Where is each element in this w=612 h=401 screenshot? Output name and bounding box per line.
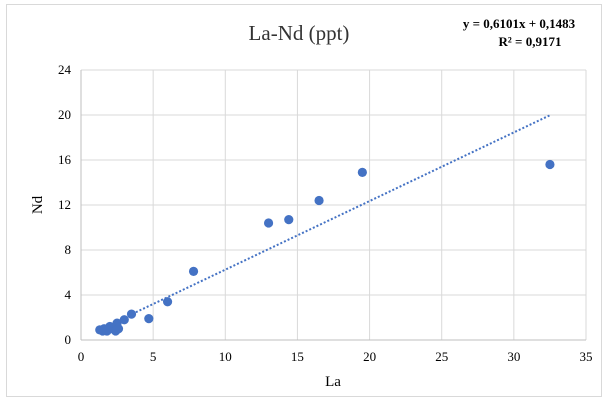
axes xyxy=(80,70,586,341)
trendline-r2: R² = 0,9171 xyxy=(499,34,562,49)
chart-title: La-Nd (ppt) xyxy=(249,21,350,45)
data-point xyxy=(162,297,173,307)
trendline-equation: y = 0,6101x + 0,1483 xyxy=(463,16,576,31)
y-tick-label: 24 xyxy=(58,62,72,77)
data-point xyxy=(314,195,324,206)
x-tick-label: 20 xyxy=(363,349,376,364)
y-axis-label: Nd xyxy=(30,195,46,214)
data-point xyxy=(119,315,129,325)
tick-labels: 0 4 8 12 16 20 24 0 5 10 15 20 25 30 35 xyxy=(58,62,593,364)
x-tick-label: 35 xyxy=(580,349,593,364)
y-tick-label: 0 xyxy=(65,332,72,347)
y-tick-label: 20 xyxy=(58,107,71,122)
y-tick-label: 16 xyxy=(58,152,72,167)
y-tick-label: 8 xyxy=(65,242,72,257)
data-point xyxy=(144,314,154,324)
x-tick-label: 0 xyxy=(78,349,85,364)
x-tick-label: 10 xyxy=(219,349,232,364)
data-point xyxy=(357,167,367,177)
data-point xyxy=(113,324,124,334)
data-point xyxy=(263,218,274,228)
x-axis-label: La xyxy=(325,374,341,390)
y-tick-label: 4 xyxy=(65,287,72,302)
x-tick-label: 30 xyxy=(507,349,520,364)
data-points xyxy=(95,159,555,336)
x-tick-label: 5 xyxy=(150,349,157,364)
x-tick-label: 15 xyxy=(291,349,304,364)
linear-trendline xyxy=(99,114,551,331)
gridlines xyxy=(81,69,587,340)
data-point xyxy=(284,215,294,225)
x-tick-label: 25 xyxy=(435,349,448,364)
data-point xyxy=(126,309,137,319)
trendline-layer xyxy=(99,114,551,331)
y-tick-label: 12 xyxy=(58,197,71,212)
data-point xyxy=(188,266,199,276)
data-point xyxy=(545,159,555,170)
